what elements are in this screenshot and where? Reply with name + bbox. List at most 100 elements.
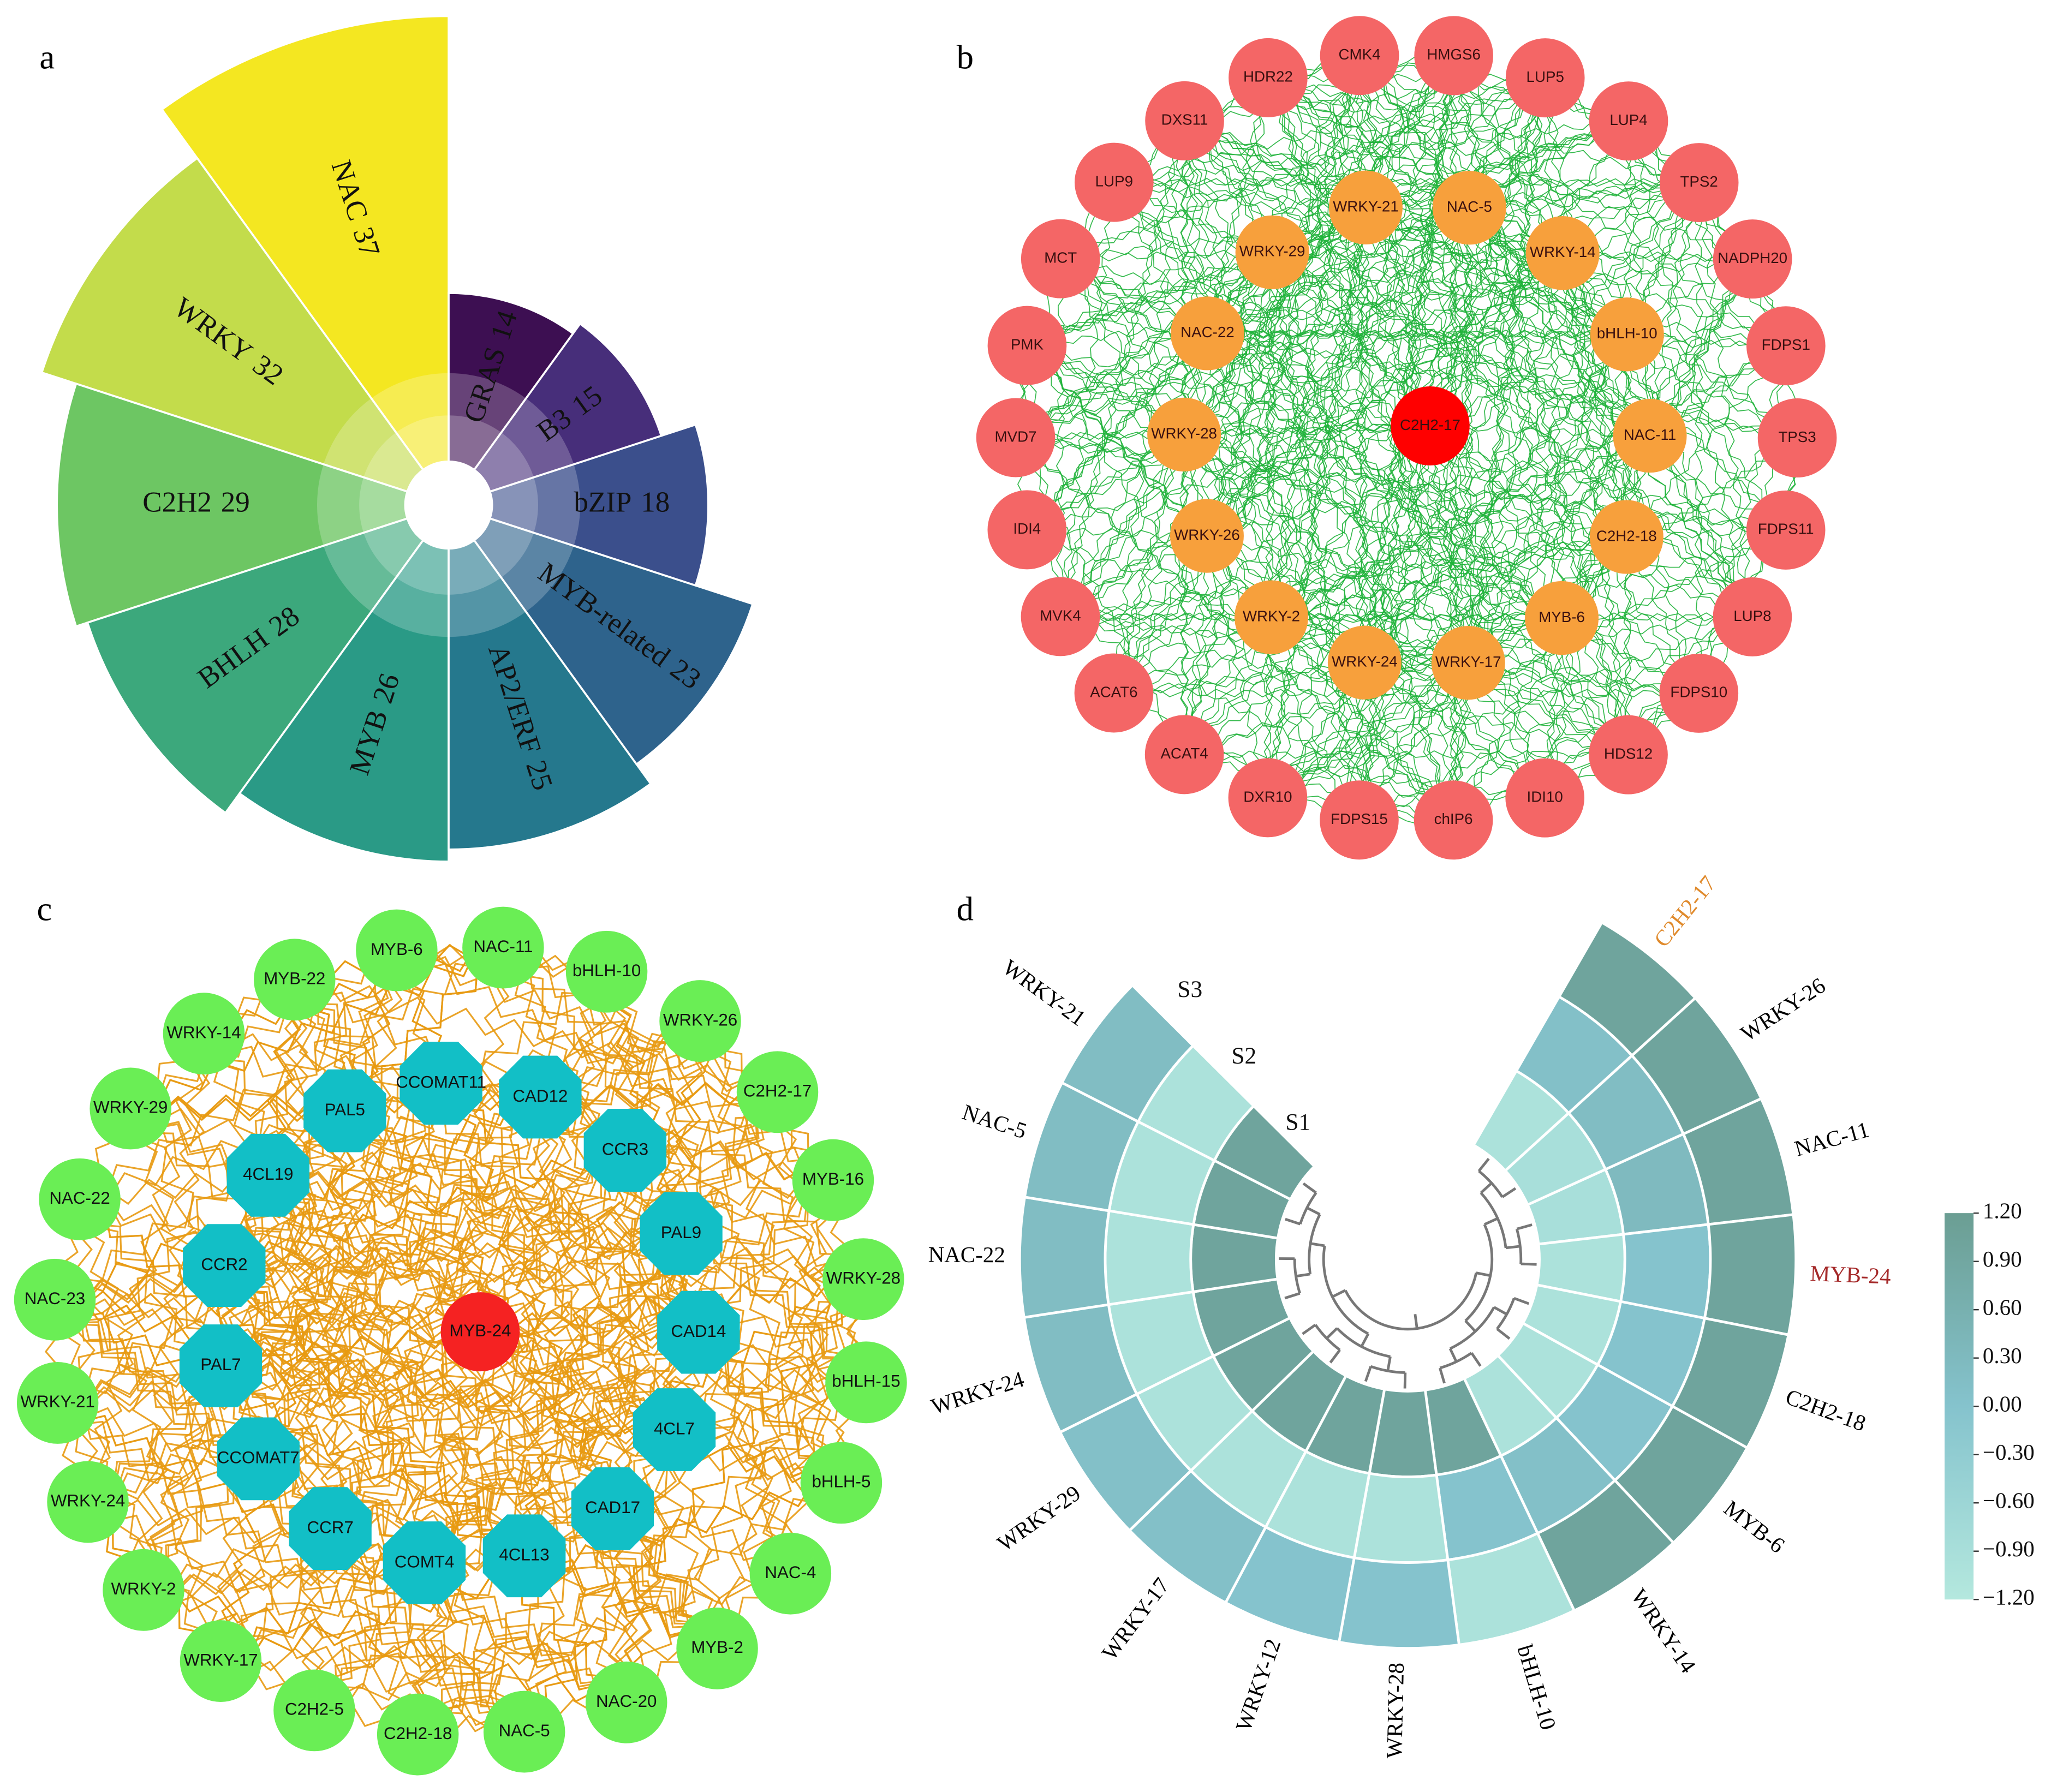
- node-label: NADPH20: [1718, 249, 1787, 266]
- edge: [1027, 258, 1753, 348]
- edge: [1271, 252, 1360, 821]
- edge: [1060, 258, 1562, 619]
- node-label: WRKY-24: [1332, 653, 1398, 670]
- edge: [218, 1082, 442, 1662]
- edge: [1027, 345, 1454, 821]
- node-label: MYB-6: [371, 940, 423, 959]
- edge: [624, 1149, 867, 1383]
- edge: [1468, 182, 1700, 663]
- category-label: NAC-5: [959, 1099, 1030, 1143]
- node-label: 4CL19: [243, 1164, 293, 1184]
- edge: [1027, 345, 1562, 619]
- edge: [1113, 253, 1563, 694]
- category-label: WRKY-21: [998, 954, 1090, 1031]
- node: [1505, 758, 1584, 838]
- edge: [1206, 535, 1562, 620]
- node-label: NAC-11: [1624, 426, 1677, 443]
- edge: [523, 1429, 676, 1733]
- node: [1021, 219, 1100, 298]
- node-label: CMK4: [1339, 46, 1381, 63]
- edge: [1027, 55, 1454, 530]
- edge: [57, 1149, 625, 1403]
- edge: [523, 1091, 778, 1556]
- node: [163, 993, 245, 1075]
- edge: [1114, 77, 1546, 184]
- hole: [405, 461, 492, 549]
- node: [180, 1620, 262, 1702]
- dendrogram: [1284, 1292, 1301, 1300]
- edge: [1267, 207, 1367, 798]
- category: bZIP: [574, 487, 631, 518]
- edge: [1060, 616, 1454, 821]
- node-label: WRKY-26: [663, 1010, 737, 1029]
- edge: [1365, 207, 1627, 537]
- edge: [1365, 207, 1753, 617]
- node: [1613, 398, 1687, 473]
- dendrogram: [1329, 1349, 1341, 1364]
- edge: [1429, 426, 1629, 755]
- node-label: IDI4: [1013, 520, 1041, 537]
- node-label: NAC-22: [49, 1188, 110, 1208]
- dendrogram: [1306, 1206, 1321, 1216]
- node: [1713, 577, 1792, 656]
- edge: [1359, 55, 1753, 617]
- dendrogram: [1483, 1217, 1499, 1226]
- node: [14, 1258, 96, 1341]
- node-label: CCR7: [307, 1518, 354, 1537]
- edge: [502, 947, 834, 1181]
- edge: [1060, 55, 1454, 617]
- node-label: bHLH-10: [573, 961, 641, 980]
- node: [749, 1532, 832, 1615]
- edge: [1271, 617, 1454, 821]
- edge: [1429, 426, 1546, 798]
- node: [1505, 38, 1585, 118]
- node: [1589, 715, 1668, 795]
- edge: [1114, 182, 1650, 436]
- category: C2H2: [142, 487, 212, 518]
- node-label: PAL9: [661, 1223, 701, 1242]
- edge: [1182, 55, 1360, 755]
- edge: [267, 1172, 864, 1283]
- category-label: NAC-11: [1792, 1116, 1872, 1161]
- node: [822, 1238, 904, 1321]
- edge: [1184, 754, 1454, 821]
- edge: [220, 950, 402, 1662]
- edge: [1027, 345, 1208, 536]
- node: [1144, 715, 1224, 795]
- dendrogram: [1501, 1187, 1517, 1198]
- node: [1021, 577, 1100, 656]
- edge: [1365, 121, 1629, 208]
- series-label: S3: [1177, 976, 1202, 1002]
- node-label: WRKY-29: [1239, 243, 1305, 260]
- colorbar-tick-label: 0.30: [1983, 1343, 2022, 1368]
- series-label: S1: [1285, 1109, 1310, 1135]
- edge: [1113, 333, 1208, 694]
- dendrogram: [1360, 1333, 1370, 1347]
- edge: [1207, 329, 1627, 339]
- edge: [1184, 120, 1627, 335]
- node-label: 4CL13: [499, 1545, 549, 1564]
- edge: [130, 1108, 682, 1234]
- edge: [344, 1110, 718, 1649]
- dendrogram: [1302, 1182, 1317, 1194]
- edge: [1060, 121, 1186, 617]
- dendrogram: [1480, 1182, 1493, 1194]
- dendrogram: [1302, 1323, 1316, 1335]
- edge: [137, 1033, 211, 1591]
- node: [183, 1224, 266, 1307]
- edge: [1027, 252, 1273, 346]
- heatmap-cell: [1104, 1209, 1195, 1306]
- edge: [1184, 182, 1700, 755]
- colorbar-tick-label: 0.00: [1983, 1391, 2022, 1417]
- edge: [1059, 120, 1185, 617]
- node: [356, 909, 438, 991]
- edge: [1263, 252, 1277, 798]
- edge: [1543, 77, 1630, 755]
- node: [1414, 16, 1493, 95]
- dendrogram: [1464, 1319, 1476, 1333]
- edge: [417, 1381, 867, 1735]
- node-label: bHLH-5: [812, 1472, 870, 1491]
- edge: [523, 1150, 626, 1557]
- edge: [1184, 345, 1786, 755]
